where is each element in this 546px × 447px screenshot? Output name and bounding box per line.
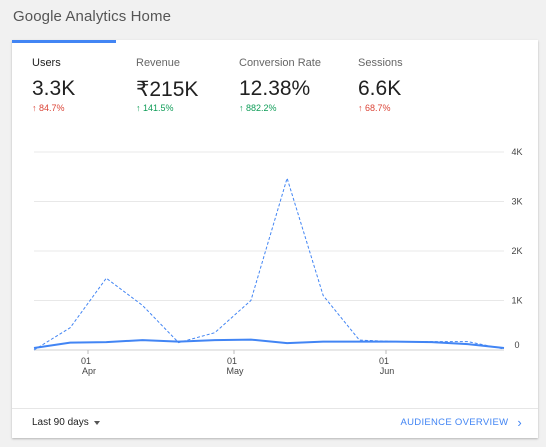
series-line-primary — [33, 338, 505, 349]
arrow-down-icon: ↑ — [32, 103, 37, 113]
metric-value: 6.6K — [358, 77, 402, 100]
y-tick-label: 3K — [511, 197, 522, 207]
metric-label: Revenue — [136, 57, 181, 69]
metric-label: Sessions — [358, 57, 403, 69]
card-footer: Last 90 days AUDIENCE OVERVIEW › — [12, 408, 538, 438]
metric-change: ↑ 68.7% — [358, 103, 391, 113]
date-range-label: Last 90 days — [32, 417, 89, 428]
x-tick-day: 01 — [379, 356, 389, 366]
y-tick-label: 0 — [514, 340, 519, 350]
arrow-up-icon: ↑ — [239, 103, 244, 113]
metric-value: 12.38% — [239, 77, 311, 100]
y-tick-label: 4K — [511, 147, 522, 157]
metric-change-value: 141.5% — [143, 103, 174, 113]
y-tick-label: 1K — [511, 296, 522, 306]
metric-change-value: 882.2% — [246, 103, 277, 113]
metric-change-value: 84.7% — [39, 103, 65, 113]
series-line-comparison — [33, 177, 505, 351]
metric-change-value: 68.7% — [365, 103, 391, 113]
x-tick-day: 01 — [227, 356, 237, 366]
x-tick-month: Apr — [82, 366, 96, 376]
metric-change: ↑ 84.7% — [32, 103, 65, 113]
analytics-card: Users 3.3K ↑ 84.7% Revenue ₹215K ↑ 141.5… — [12, 40, 538, 438]
caret-down-icon — [93, 420, 100, 425]
metric-change: ↑ 882.2% — [239, 103, 277, 113]
date-range-select[interactable]: Last 90 days — [32, 417, 100, 428]
audience-overview-link[interactable]: AUDIENCE OVERVIEW › — [400, 414, 522, 430]
y-tick-label: 2K — [511, 246, 522, 256]
x-tick-day: 01 — [81, 356, 91, 366]
metric-change: ↑ 141.5% — [136, 103, 174, 113]
metric-label: Users — [32, 57, 61, 69]
arrow-down-icon: ↑ — [358, 103, 363, 113]
metric-label: Conversion Rate — [239, 57, 321, 69]
metric-value: ₹215K — [136, 78, 199, 101]
arrow-up-icon: ↑ — [136, 103, 141, 113]
x-tick-month: Jun — [380, 366, 395, 376]
active-tab-indicator — [12, 40, 116, 43]
metric-value: 3.3K — [32, 77, 76, 100]
page-title: Google Analytics Home — [13, 8, 172, 25]
audience-overview-label: AUDIENCE OVERVIEW — [400, 417, 509, 428]
x-tick-month: May — [226, 366, 244, 376]
chevron-right-icon: › — [517, 414, 522, 430]
